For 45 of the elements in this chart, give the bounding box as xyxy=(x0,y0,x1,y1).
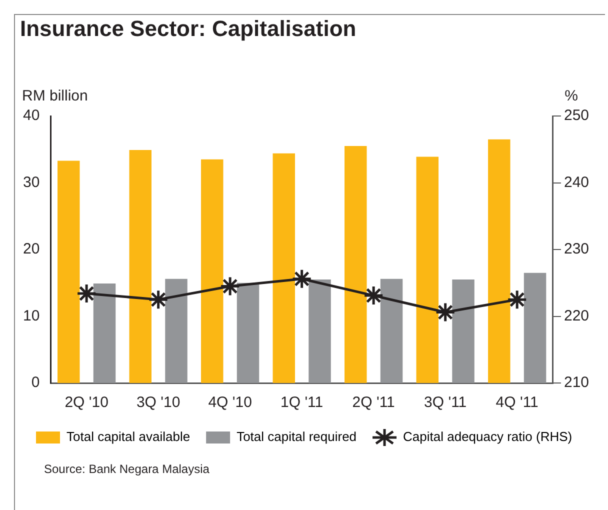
legend-label: Total capital required xyxy=(236,429,357,444)
chart-title: Insurance Sector: Capitalisation xyxy=(20,16,356,42)
bar xyxy=(201,159,224,383)
bar xyxy=(416,156,439,383)
bar xyxy=(308,280,331,383)
bar xyxy=(344,146,367,383)
y-tick-label: 30 xyxy=(22,174,40,191)
x-tick-label: 4Q '11 xyxy=(496,394,538,412)
bar xyxy=(272,153,296,383)
bar xyxy=(380,278,403,383)
y2-axis-title: % xyxy=(564,88,578,105)
y2-tick-label: 240 xyxy=(564,174,590,191)
y-tick-label: 20 xyxy=(22,240,40,258)
x-tick-label: 2Q '11 xyxy=(352,394,395,412)
x-tick-label: 2Q '10 xyxy=(64,394,108,412)
point xyxy=(435,302,456,322)
y2-tick-label: 250 xyxy=(564,107,590,124)
bar xyxy=(524,272,546,383)
y-axis-title: RM billion xyxy=(22,88,88,105)
y2-tick-label: 220 xyxy=(564,307,590,324)
bar xyxy=(488,139,510,383)
y-tick-label: 10 xyxy=(22,307,40,324)
y-tick-label: 0 xyxy=(31,374,40,392)
bar xyxy=(93,284,116,383)
legend-label: Capital adequacy ratio (RHS) xyxy=(403,429,572,444)
bar xyxy=(236,282,260,383)
legend-label: Total capital available xyxy=(66,429,190,444)
bar xyxy=(129,150,152,383)
source-note: Source: Bank Negara Malaysia xyxy=(44,462,210,476)
point xyxy=(148,289,169,310)
x-tick-label: 3Q '10 xyxy=(136,394,180,412)
point xyxy=(76,283,97,304)
point xyxy=(220,276,240,296)
bar xyxy=(165,278,188,383)
bar xyxy=(58,160,80,383)
bar xyxy=(452,280,474,383)
x-tick-label: 3Q '11 xyxy=(424,394,467,412)
point xyxy=(506,289,528,310)
y2-tick-label: 210 xyxy=(564,374,590,392)
y-tick-label: 40 xyxy=(22,107,40,124)
x-tick-label: 4Q '10 xyxy=(208,394,252,412)
x-tick-label: 1Q '11 xyxy=(280,394,324,412)
point xyxy=(292,268,312,290)
point xyxy=(363,285,384,306)
y2-tick-label: 230 xyxy=(564,240,590,258)
